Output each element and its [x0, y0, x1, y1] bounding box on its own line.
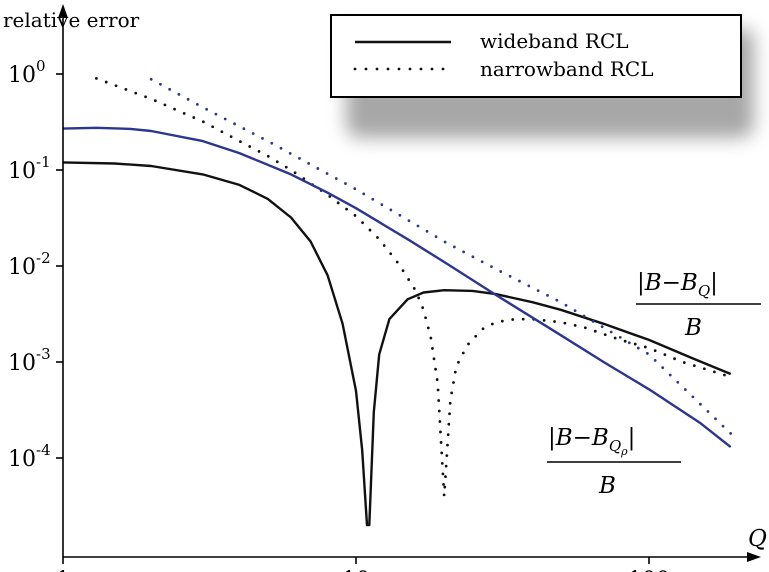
- x-tick-label: 1: [56, 568, 70, 572]
- axes: 1 10 100 100 10-1 10-2 10-3 10-4: [8, 4, 761, 572]
- x-axis-label: Q: [748, 526, 767, 552]
- series-black-dotted-line: [95, 77, 733, 498]
- x-tick-label: 10: [342, 568, 370, 572]
- annotation-blue-numerator: |B−BQρ|: [548, 425, 635, 458]
- annotation-black-numerator: |B−BQ|: [637, 270, 718, 300]
- y-tick-label: 10-4: [8, 441, 51, 472]
- y-axis-arrowhead: [58, 4, 68, 18]
- y-axis-label: relative error: [3, 8, 140, 32]
- x-tick-label: 100: [628, 568, 670, 572]
- legend-label-wideband: wideband RCL: [480, 29, 629, 53]
- series-blue-solid-line: [62, 126, 732, 449]
- curves: [62, 77, 733, 527]
- annotation-blue-fraction: |B−BQρ| B: [547, 425, 681, 499]
- series-black-solid-line: [62, 161, 732, 527]
- legend-box: [330, 14, 742, 98]
- legend: wideband RCL narrowband RCL: [330, 14, 754, 138]
- y-tick-label: 10-3: [8, 345, 51, 376]
- annotation-black-fraction: |B−BQ| B: [636, 270, 761, 341]
- x-axis-arrowhead: [747, 552, 761, 562]
- annotation-blue-denominator: B: [598, 473, 616, 499]
- y-tick-label: 10-2: [8, 249, 51, 280]
- y-tick-label: 100: [8, 57, 46, 88]
- ticks: 1 10 100 100 10-1 10-2 10-3 10-4: [8, 57, 670, 572]
- annotation-black-denominator: B: [684, 315, 702, 341]
- y-tick-label: 10-1: [8, 153, 51, 184]
- legend-label-narrowband: narrowband RCL: [480, 57, 654, 81]
- series-blue-dotted-line: [149, 77, 733, 435]
